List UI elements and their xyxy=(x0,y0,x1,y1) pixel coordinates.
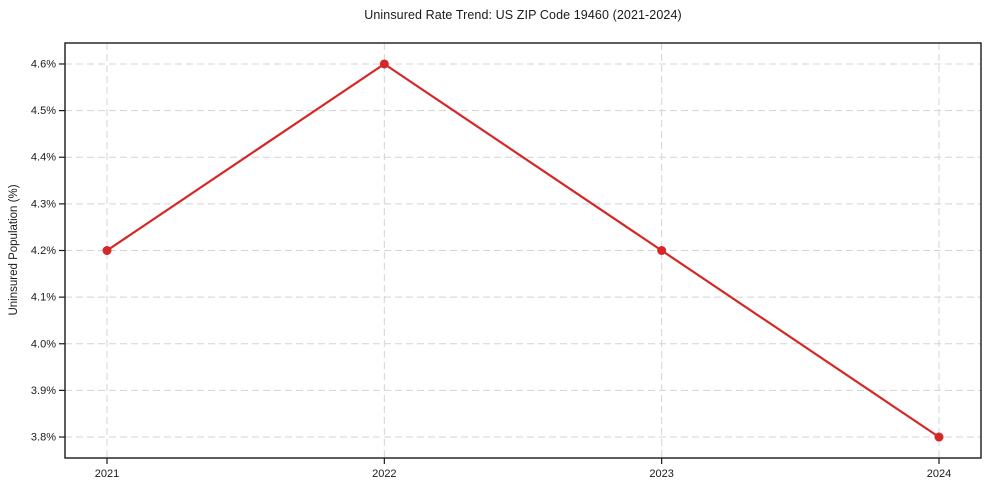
data-point xyxy=(934,432,944,442)
y-tick-label: 4.1% xyxy=(31,292,56,304)
y-tick-label: 4.5% xyxy=(31,105,56,117)
y-tick-label: 4.3% xyxy=(31,198,56,210)
y-tick-label: 3.9% xyxy=(31,385,56,397)
x-tick-label: 2024 xyxy=(927,468,951,480)
y-tick-label: 3.8% xyxy=(31,432,56,444)
x-tick-label: 2023 xyxy=(649,468,673,480)
x-tick-label: 2021 xyxy=(95,468,119,480)
data-point xyxy=(379,59,389,69)
chart-title: Uninsured Rate Trend: US ZIP Code 19460 … xyxy=(364,8,682,22)
data-point xyxy=(102,246,112,255)
trend-line xyxy=(105,62,941,439)
y-tick-label: 4.6% xyxy=(31,58,56,70)
y-tick-label: 4.2% xyxy=(31,245,56,257)
y-tick-label: 4.4% xyxy=(31,152,56,164)
data-point xyxy=(657,246,667,255)
y-tick-label: 4.0% xyxy=(31,338,56,350)
x-tick-label: 2022 xyxy=(372,468,396,480)
